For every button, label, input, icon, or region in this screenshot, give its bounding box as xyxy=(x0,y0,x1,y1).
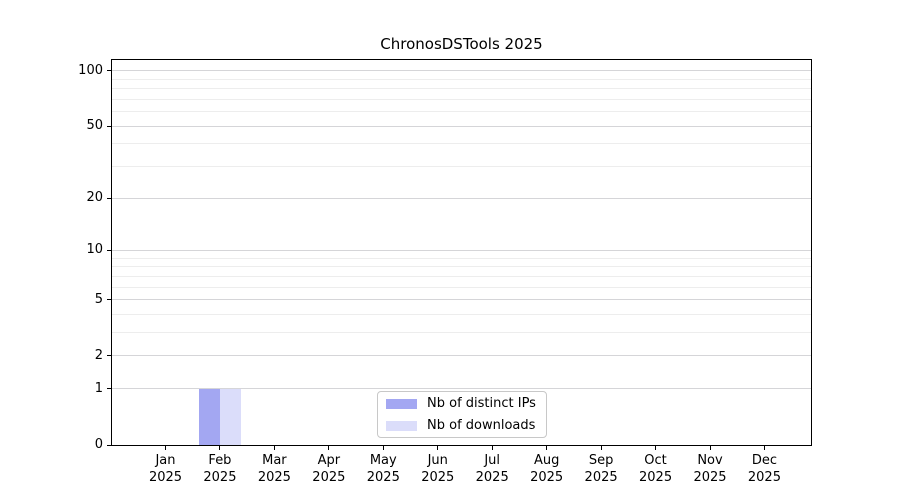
x-tick-year: 2025 xyxy=(203,470,237,485)
y-gridline-major xyxy=(112,70,811,72)
bar-nb-of-downloads xyxy=(219,388,241,445)
legend: Nb of distinct IPs Nb of downloads xyxy=(377,391,547,438)
y-gridline-minor xyxy=(112,87,811,89)
x-tick-month: Mar xyxy=(262,453,287,468)
legend-swatch-distinct-ips xyxy=(386,398,417,409)
x-tick-mark xyxy=(709,445,711,450)
x-tick-month: Jul xyxy=(484,453,501,468)
y-gridline-major xyxy=(112,299,811,301)
x-tick-label: Sep 2025 xyxy=(568,452,634,486)
y-tick-mark xyxy=(107,299,112,301)
x-tick-year: 2025 xyxy=(366,470,400,485)
y-tick-label: 100 xyxy=(78,62,103,78)
y-gridline-minor xyxy=(112,98,811,100)
x-tick-month: Aug xyxy=(533,453,560,468)
legend-label-downloads: Nb of downloads xyxy=(427,417,536,433)
x-tick-label: Jul 2025 xyxy=(459,452,525,486)
x-tick-mark xyxy=(763,445,765,450)
x-tick-month: Dec xyxy=(751,453,778,468)
x-tick-mark xyxy=(382,445,384,450)
x-tick-label: Aug 2025 xyxy=(514,452,580,486)
x-tick-month: Nov xyxy=(697,453,723,468)
x-tick-mark xyxy=(328,445,330,450)
x-tick-mark xyxy=(655,445,657,450)
plot-area: 100 50 20 10 5 2 1 0 Jan 2025 Feb 2025 Mar 2025 Apr 202… xyxy=(78,59,812,485)
x-tick-mark xyxy=(273,445,275,450)
x-tick-year: 2025 xyxy=(584,470,618,485)
y-tick-label: 20 xyxy=(86,190,103,205)
y-gridline-major xyxy=(112,125,811,127)
y-gridline-minor xyxy=(112,313,811,315)
x-tick-mark xyxy=(491,445,493,450)
x-tick-year: 2025 xyxy=(530,470,564,485)
x-tick-month: Sep xyxy=(588,453,614,468)
y-gridline-minor xyxy=(112,332,811,334)
y-tick-mark xyxy=(107,355,112,357)
y-gridline-minor xyxy=(112,286,811,288)
y-gridline-minor xyxy=(112,165,811,167)
x-tick-month: Jun xyxy=(427,453,448,468)
y-tick-label: 0 xyxy=(94,437,103,452)
x-tick-mark xyxy=(437,445,439,450)
legend-item-downloads: Nb of downloads xyxy=(386,416,546,436)
y-gridline-major xyxy=(112,355,811,357)
x-tick-year: 2025 xyxy=(747,470,781,485)
y-gridline-minor xyxy=(112,111,811,112)
y-gridline-minor xyxy=(112,266,811,268)
x-tick-year: 2025 xyxy=(475,470,509,485)
y-gridline-minor xyxy=(112,275,811,277)
x-tick-label: Jun 2025 xyxy=(405,452,471,486)
legend-item-distinct-ips: Nb of distinct IPs xyxy=(386,394,546,414)
x-tick-label: Feb 2025 xyxy=(187,452,253,486)
y-tick-label: 5 xyxy=(94,291,103,307)
x-tick-year: 2025 xyxy=(312,470,346,485)
y-tick-label: 50 xyxy=(86,118,103,134)
x-tick-month: Feb xyxy=(208,453,232,468)
y-tick-mark xyxy=(107,125,112,127)
y-gridline-major xyxy=(112,197,811,199)
x-tick-year: 2025 xyxy=(148,470,183,485)
x-tick-month: Jan xyxy=(155,453,176,468)
x-tick-year: 2025 xyxy=(257,470,291,485)
x-tick-month: May xyxy=(369,453,397,468)
bar-nb-of-distinct-ips xyxy=(198,388,220,445)
y-tick-label: 2 xyxy=(94,347,103,363)
y-tick-label: 10 xyxy=(86,242,103,258)
x-tick-label: Mar 2025 xyxy=(241,452,307,486)
x-tick-label: Jan 2025 xyxy=(133,452,199,486)
y-tick-mark xyxy=(107,249,112,251)
legend-label-distinct-ips: Nb of distinct IPs xyxy=(427,395,536,411)
x-tick-mark xyxy=(165,445,166,450)
x-tick-label: Dec 2025 xyxy=(731,452,797,486)
y-gridline-minor xyxy=(112,78,811,80)
y-tick-mark xyxy=(107,444,112,446)
x-tick-year: 2025 xyxy=(421,470,455,485)
x-tick-year: 2025 xyxy=(693,470,727,485)
x-tick-label: May 2025 xyxy=(350,452,416,486)
y-tick-mark xyxy=(107,197,112,199)
y-gridline-minor xyxy=(112,143,811,145)
x-tick-year: 2025 xyxy=(639,470,673,485)
legend-swatch-downloads xyxy=(386,420,417,431)
x-tick-mark xyxy=(546,445,548,450)
x-tick-label: Apr 2025 xyxy=(296,452,362,486)
x-tick-mark xyxy=(219,445,221,450)
chart-title: ChronosDSTools 2025 xyxy=(380,35,543,53)
y-gridline-major xyxy=(112,249,811,251)
y-tick-mark xyxy=(107,70,112,72)
y-gridline-minor xyxy=(112,257,811,259)
x-tick-label: Nov 2025 xyxy=(677,452,743,486)
x-tick-month: Apr xyxy=(317,453,341,468)
x-tick-month: Oct xyxy=(644,453,667,468)
y-tick-mark xyxy=(107,388,112,390)
x-tick-label: Oct 2025 xyxy=(623,452,689,486)
x-tick-mark xyxy=(600,445,602,450)
y-tick-label: 1 xyxy=(94,380,103,396)
y-gridline-major xyxy=(112,388,811,390)
